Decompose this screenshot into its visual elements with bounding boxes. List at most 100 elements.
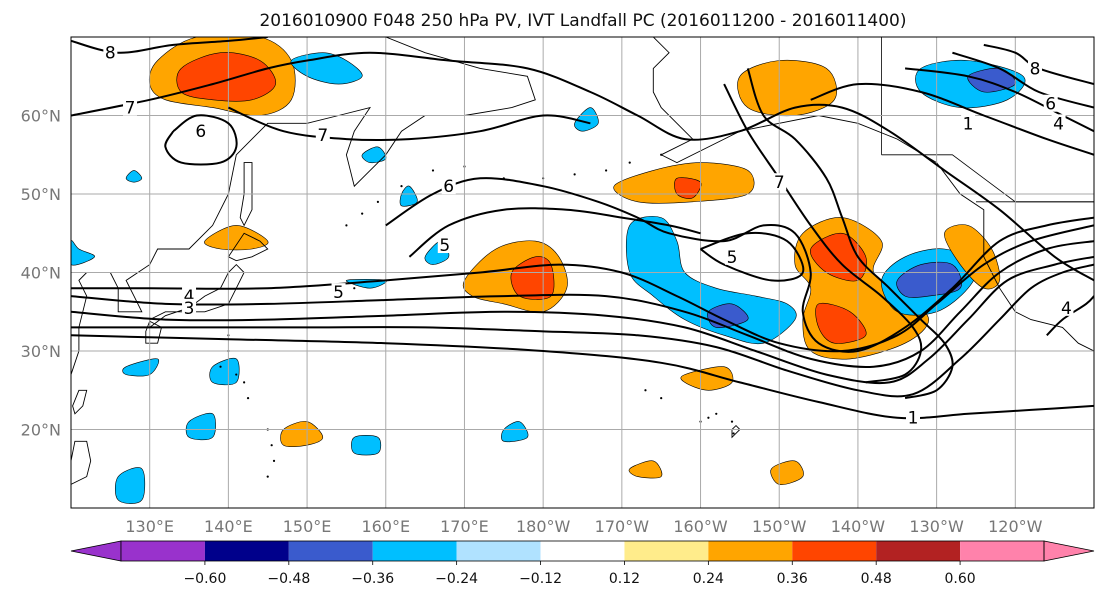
pv-contour-label: 6 xyxy=(195,122,206,142)
colorbar-segment xyxy=(876,541,961,561)
island-marker xyxy=(376,200,379,203)
colorbar-segment xyxy=(540,541,625,561)
colorbar-segment xyxy=(372,541,457,561)
island-marker xyxy=(660,397,663,400)
ivt-pc-region xyxy=(625,216,797,345)
pv-contour-label: 7 xyxy=(774,173,785,193)
pv-contour-label: 5 xyxy=(439,236,450,256)
ivt-pc-region xyxy=(501,421,529,442)
pv-contour-label: 6 xyxy=(443,177,454,197)
island-marker xyxy=(628,161,631,164)
coastline-hawaii xyxy=(731,424,741,439)
contour-label-bg xyxy=(906,408,921,426)
pv-contour-label: 7 xyxy=(317,126,328,146)
island-marker xyxy=(243,381,246,384)
island-marker xyxy=(266,475,269,478)
contour-label-bg xyxy=(331,283,346,301)
colorbar-segment xyxy=(960,541,1044,561)
island-marker xyxy=(400,185,403,188)
colorbar-tick-label: 0.48 xyxy=(861,571,892,587)
longitude-labels: 130°E 140°E 150°E 160°E 170°E 180°W 170°W 160°W… xyxy=(125,517,1042,536)
pv-contour-label: 5 xyxy=(727,248,738,268)
contour-label-bg xyxy=(1043,94,1058,112)
lon-tick-label: 170°E xyxy=(440,517,489,536)
ivt-pc-region xyxy=(628,460,663,479)
coastline-taiwan xyxy=(72,389,88,415)
pv-contour xyxy=(71,255,1094,385)
colorbar-segment xyxy=(792,541,877,561)
island-marker xyxy=(270,444,273,447)
pv-contour xyxy=(904,67,1094,133)
colorbar-segment xyxy=(204,541,289,561)
lat-tick-label: 50°N xyxy=(21,185,61,204)
island-marker xyxy=(431,169,435,172)
island-marker xyxy=(272,459,276,462)
colorbar-segment xyxy=(121,541,205,561)
lon-tick-label: 140°E xyxy=(204,517,253,536)
pv-contour xyxy=(810,82,1094,156)
contour-label-bg xyxy=(315,126,330,144)
ivt-pc-region xyxy=(280,421,324,447)
pv-contour-label: 8 xyxy=(1030,59,1041,79)
pv-contour xyxy=(71,263,1094,398)
ivt-pc-region xyxy=(114,467,146,504)
contour-label-bg xyxy=(441,177,456,195)
ivt-pc-region xyxy=(707,303,749,328)
ivt-pc-region xyxy=(125,170,143,183)
pv-contour xyxy=(408,207,701,258)
contour-label-bg xyxy=(1051,114,1066,132)
ivt-pc-region xyxy=(399,185,418,207)
colorbar-tick-label: 0.12 xyxy=(609,571,640,587)
pv-contour xyxy=(699,231,805,282)
colorbar-extend-low xyxy=(70,540,122,562)
island-marker xyxy=(573,173,576,176)
colorbar-tick-label: −0.12 xyxy=(519,571,562,587)
lon-tick-label: 170°W xyxy=(595,517,650,536)
lon-tick-label: 160°E xyxy=(361,517,410,536)
pv-contour-label: 7 xyxy=(125,99,136,119)
colorbar-tick-label: 0.36 xyxy=(777,571,808,587)
colorbar-extend-high xyxy=(1043,540,1095,562)
lon-tick-label: 130°E xyxy=(125,517,174,536)
pv-contour-label: 6 xyxy=(1045,95,1056,115)
pv-contour xyxy=(71,240,1094,368)
island-marker xyxy=(605,169,608,172)
colorbar-segment xyxy=(624,541,709,561)
colorbar-tick-label: −0.24 xyxy=(435,571,478,587)
latitude-labels: 60°N 50°N 40°N 30°N 20°N xyxy=(21,107,61,440)
map-frame xyxy=(70,36,1095,509)
pv-contour-label: 3 xyxy=(184,299,195,319)
lon-tick-label: 150°W xyxy=(752,517,807,536)
lat-tick-label: 40°N xyxy=(21,264,61,283)
pv-contour-label: 4 xyxy=(1053,114,1064,134)
island-marker xyxy=(644,389,647,392)
lon-tick-label: 120°W xyxy=(988,517,1043,536)
contour-label-bg xyxy=(437,236,452,254)
contour-label-bg xyxy=(193,122,208,140)
pv-contour xyxy=(164,114,238,166)
pv-contour-label: 5 xyxy=(333,283,344,303)
contour-label-bg xyxy=(961,114,976,132)
island-marker xyxy=(353,287,356,290)
colorbar-tick-label: 0.60 xyxy=(945,571,976,587)
island-marker xyxy=(219,365,222,368)
island-marker xyxy=(730,420,734,423)
contour-label-bg xyxy=(725,247,740,265)
island-marker xyxy=(361,212,364,215)
pv-contour xyxy=(385,177,1094,353)
ivt-pc-region xyxy=(574,107,599,132)
coastline-hokkaido xyxy=(227,232,269,262)
colorbar-segment xyxy=(708,541,793,561)
pv-contour-label: 1 xyxy=(963,114,974,134)
coastline-north-america xyxy=(652,37,1094,352)
pv-contour-label: 4 xyxy=(184,287,195,307)
pv-contour xyxy=(228,106,591,142)
island-marker xyxy=(715,412,718,415)
pv-contour xyxy=(71,224,1094,353)
colorbar-segment xyxy=(456,541,541,561)
lon-tick-label: 160°W xyxy=(673,517,728,536)
colorbar-tick-label: −0.36 xyxy=(351,571,394,587)
